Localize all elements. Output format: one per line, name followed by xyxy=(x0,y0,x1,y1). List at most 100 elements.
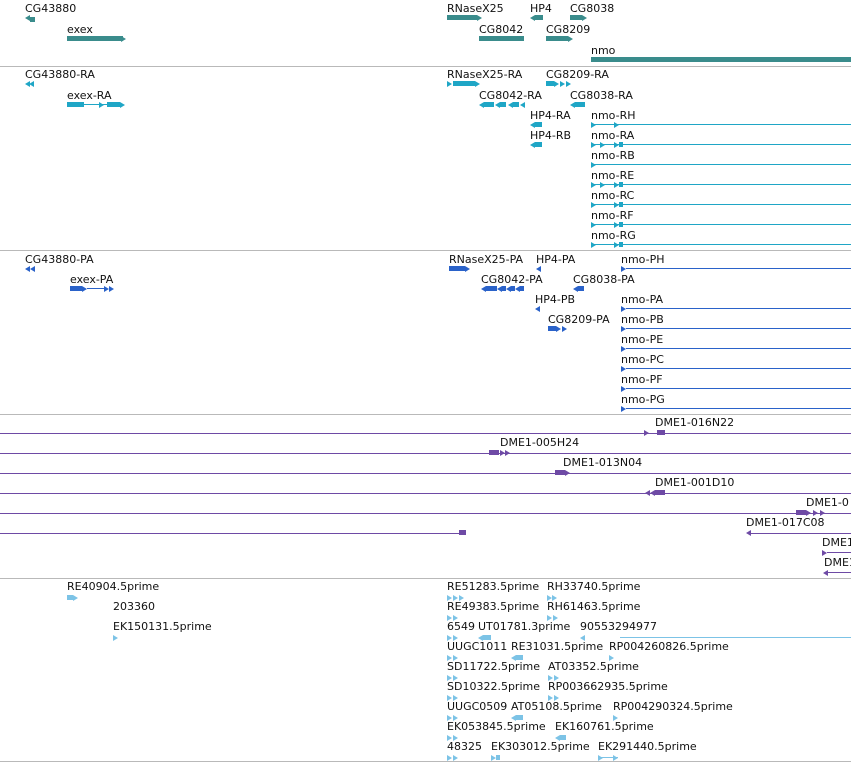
strand-arrow-right-icon[interactable] xyxy=(565,470,570,476)
strand-arrow-left-icon[interactable] xyxy=(520,102,525,108)
exon-block[interactable] xyxy=(513,102,519,107)
intron-line[interactable] xyxy=(751,533,851,534)
strand-arrow-right-icon[interactable] xyxy=(104,286,109,292)
feature-label[interactable]: nmo-RC xyxy=(591,189,635,202)
intron-line[interactable] xyxy=(591,144,851,145)
strand-arrow-right-icon[interactable] xyxy=(453,635,458,641)
feature-label[interactable]: RNaseX25 xyxy=(447,2,504,15)
feature-label[interactable]: nmo-RH xyxy=(591,109,636,122)
feature-label[interactable]: CG8038-RA xyxy=(570,89,633,102)
strand-arrow-right-icon[interactable] xyxy=(598,755,603,761)
strand-arrow-right-icon[interactable] xyxy=(621,346,626,352)
strand-arrow-right-icon[interactable] xyxy=(621,306,626,312)
feature-label[interactable]: RH33740.5prime xyxy=(547,580,641,593)
strand-arrow-right-icon[interactable] xyxy=(822,550,827,556)
feature-label[interactable]: 6549 xyxy=(447,620,475,633)
strand-arrow-left-icon[interactable] xyxy=(535,306,540,312)
feature-label[interactable]: nmo-RF xyxy=(591,209,634,222)
exon-block[interactable] xyxy=(70,286,82,291)
feature-label[interactable]: RE31031.5prime xyxy=(511,640,604,653)
strand-arrow-right-icon[interactable] xyxy=(548,675,553,681)
exon-block[interactable] xyxy=(546,36,568,41)
strand-arrow-right-icon[interactable] xyxy=(609,655,614,661)
feature-label[interactable]: UT01781.3prime xyxy=(478,620,571,633)
intron-line[interactable] xyxy=(0,433,851,434)
feature-label[interactable]: CG8042 xyxy=(479,23,524,36)
feature-label[interactable]: 90553294977 xyxy=(580,620,657,633)
strand-arrow-left-icon[interactable] xyxy=(515,286,520,292)
strand-arrow-right-icon[interactable] xyxy=(113,635,118,641)
exon-block[interactable] xyxy=(502,286,506,291)
feature-label[interactable]: CG8209-RA xyxy=(546,68,609,81)
feature-label[interactable]: HP4 xyxy=(530,2,552,15)
feature-label[interactable]: RH61463.5prime xyxy=(547,600,641,613)
strand-arrow-left-icon[interactable] xyxy=(536,266,541,272)
strand-arrow-right-icon[interactable] xyxy=(591,182,596,188)
feature-label[interactable]: nmo-RE xyxy=(591,169,635,182)
strand-arrow-right-icon[interactable] xyxy=(447,735,452,741)
feature-label[interactable]: nmo-PB xyxy=(621,313,664,326)
strand-arrow-right-icon[interactable] xyxy=(447,675,452,681)
feature-label[interactable]: RE40904.5prime xyxy=(67,580,160,593)
exon-block[interactable] xyxy=(447,15,477,20)
exon-block[interactable] xyxy=(796,510,806,515)
strand-arrow-right-icon[interactable] xyxy=(500,450,505,456)
feature-label[interactable]: UUGC0509 xyxy=(447,700,508,713)
exon-block[interactable] xyxy=(511,286,515,291)
feature-label[interactable]: EK160761.5prime xyxy=(555,720,654,733)
strand-arrow-left-icon[interactable] xyxy=(555,735,560,741)
feature-label[interactable]: DME1 xyxy=(824,556,851,569)
feature-label[interactable]: nmo-RG xyxy=(591,229,636,242)
exon-block[interactable] xyxy=(107,102,120,107)
intron-line[interactable] xyxy=(626,408,851,409)
feature-label[interactable]: DME1 xyxy=(822,536,851,549)
strand-arrow-left-icon[interactable] xyxy=(478,635,483,641)
intron-line[interactable] xyxy=(591,164,851,165)
feature-label[interactable]: 48325 xyxy=(447,740,482,753)
strand-arrow-left-icon[interactable] xyxy=(645,490,650,496)
strand-arrow-right-icon[interactable] xyxy=(548,695,553,701)
strand-arrow-right-icon[interactable] xyxy=(453,595,458,601)
strand-arrow-right-icon[interactable] xyxy=(556,326,561,332)
feature-label[interactable]: nmo-PC xyxy=(621,353,664,366)
intron-line[interactable] xyxy=(620,637,851,638)
strand-arrow-right-icon[interactable] xyxy=(73,595,78,601)
strand-arrow-left-icon[interactable] xyxy=(570,102,575,108)
exon-block[interactable] xyxy=(655,490,665,495)
feature-label[interactable]: nmo-PG xyxy=(621,393,665,406)
strand-arrow-right-icon[interactable] xyxy=(614,242,619,248)
strand-arrow-right-icon[interactable] xyxy=(553,615,558,621)
exon-block[interactable] xyxy=(619,182,623,187)
strand-arrow-right-icon[interactable] xyxy=(447,615,452,621)
strand-arrow-right-icon[interactable] xyxy=(554,695,559,701)
exon-block[interactable] xyxy=(657,430,665,435)
strand-arrow-right-icon[interactable] xyxy=(459,595,464,601)
exon-block[interactable] xyxy=(619,202,623,207)
exon-block[interactable] xyxy=(516,715,523,720)
exon-block[interactable] xyxy=(619,222,623,227)
intron-line[interactable] xyxy=(828,572,851,573)
strand-arrow-right-icon[interactable] xyxy=(109,286,114,292)
strand-arrow-right-icon[interactable] xyxy=(453,675,458,681)
exon-block[interactable] xyxy=(578,286,584,291)
strand-arrow-right-icon[interactable] xyxy=(453,695,458,701)
strand-arrow-right-icon[interactable] xyxy=(465,266,470,272)
strand-arrow-right-icon[interactable] xyxy=(447,595,452,601)
strand-arrow-right-icon[interactable] xyxy=(614,142,619,148)
feature-label[interactable]: RNaseX25-RA xyxy=(447,68,523,81)
strand-arrow-right-icon[interactable] xyxy=(82,286,87,292)
intron-line[interactable] xyxy=(87,288,104,289)
strand-arrow-right-icon[interactable] xyxy=(621,266,626,272)
strand-arrow-right-icon[interactable] xyxy=(614,182,619,188)
exon-block[interactable] xyxy=(484,102,494,107)
exon-block[interactable] xyxy=(449,266,465,271)
feature-label[interactable]: nmo-PA xyxy=(621,293,664,306)
strand-arrow-right-icon[interactable] xyxy=(591,122,596,128)
feature-label[interactable]: RE51283.5prime xyxy=(447,580,540,593)
exon-block[interactable] xyxy=(555,470,565,475)
strand-arrow-left-icon[interactable] xyxy=(25,15,30,21)
feature-label[interactable]: 203360 xyxy=(113,600,155,613)
feature-label[interactable]: AT03352.5prime xyxy=(548,660,639,673)
intron-line[interactable] xyxy=(626,328,851,329)
strand-arrow-right-icon[interactable] xyxy=(621,386,626,392)
